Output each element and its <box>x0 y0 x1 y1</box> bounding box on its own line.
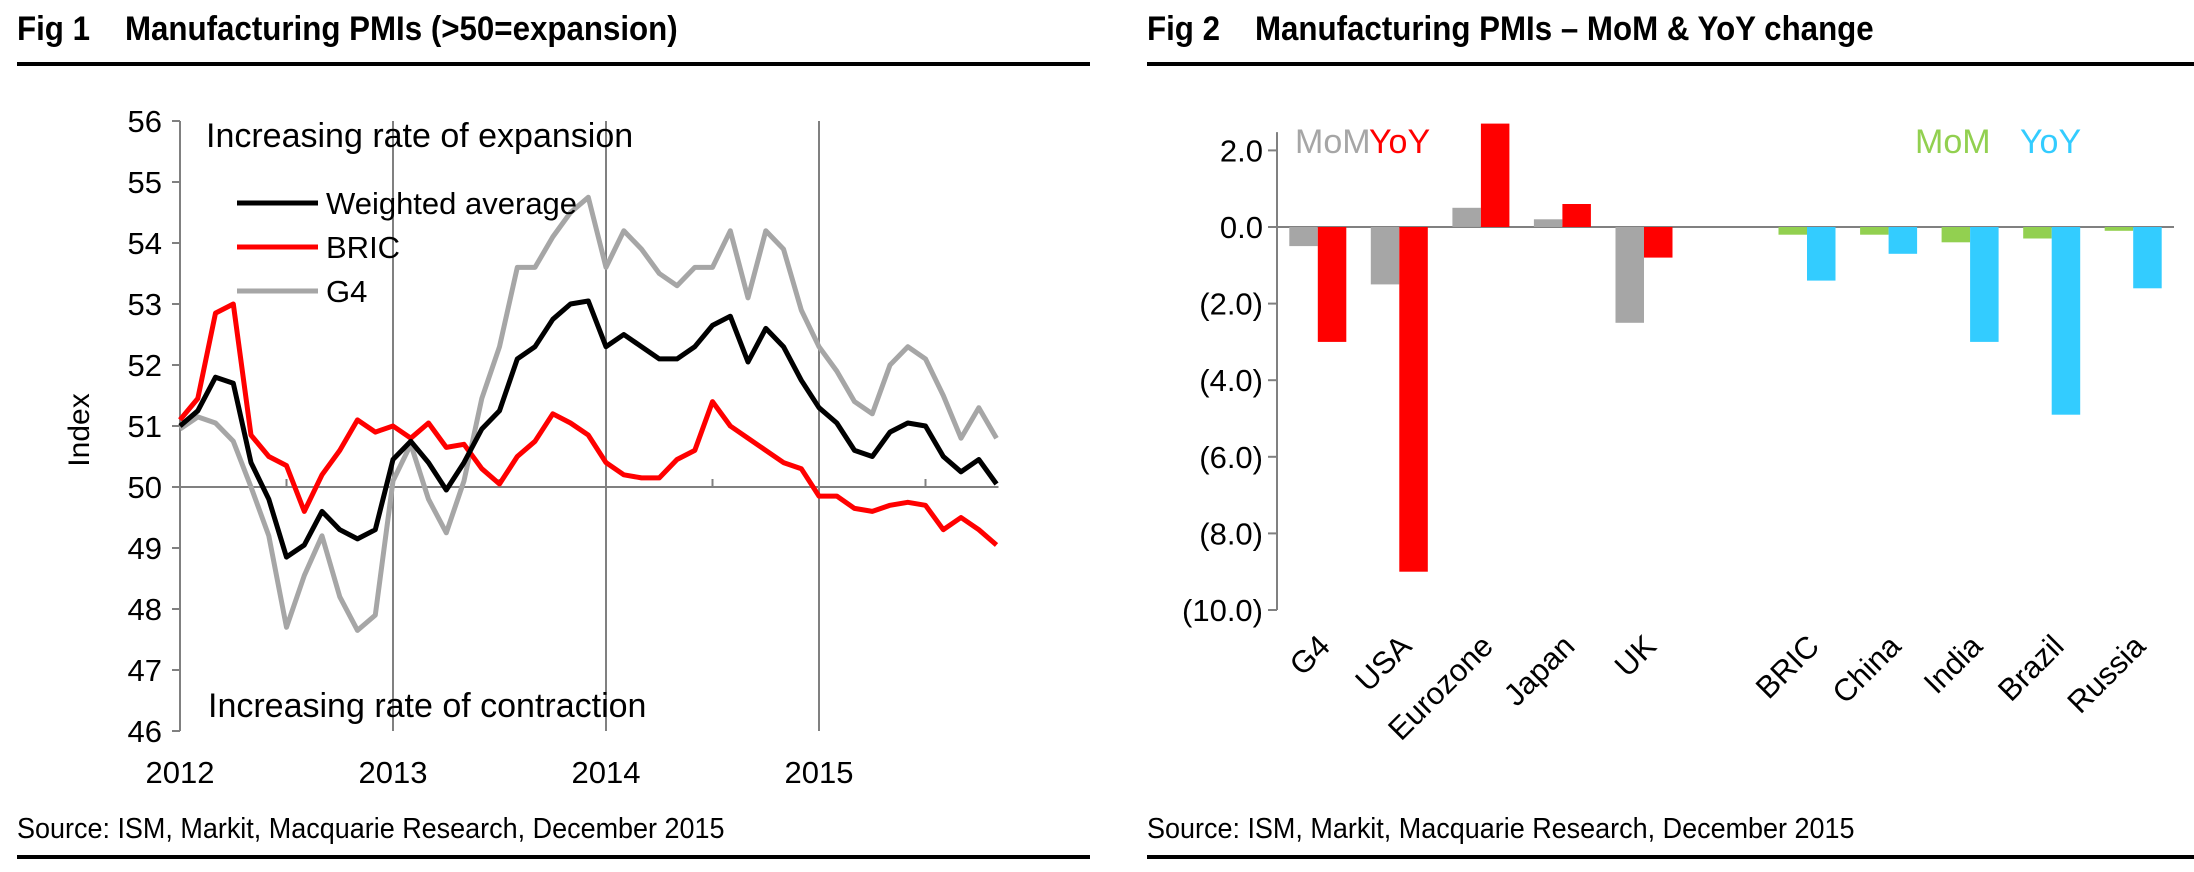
y-tick-label-56: 56 <box>128 104 162 139</box>
bar-india-yoy <box>1970 227 1999 342</box>
legend-label-bric: BRIC <box>326 230 400 265</box>
series-lines <box>178 194 999 633</box>
bar-bric-yoy <box>1807 227 1836 281</box>
bar-russia-yoy <box>2133 227 2162 289</box>
x-tick-label-2012: 2012 <box>146 755 215 790</box>
figure-1-bottom-rule <box>17 855 1090 859</box>
x-tick-label-usa: USA <box>1348 628 1418 698</box>
bar-china-yoy <box>1888 227 1918 254</box>
y-tick-label-49: 49 <box>128 531 162 566</box>
annotation-contraction: Increasing rate of contraction <box>208 687 646 725</box>
bar-g4-yoy <box>1317 227 1347 342</box>
figure-1-panel: Fig 1 Manufacturing PMIs (>50=expansion) … <box>0 0 1090 872</box>
y-axis-label: Index <box>63 393 96 466</box>
annotation-expansion: Increasing rate of expansion <box>206 117 633 155</box>
legend-label-g4: G4 <box>326 274 367 309</box>
figure-1-title: Fig 1 Manufacturing PMIs (>50=expansion) <box>17 10 678 49</box>
bar-japan-yoy <box>1562 204 1591 227</box>
legend-label-weighted-average: Weighted average <box>326 186 577 221</box>
bar-brazil-yoy <box>2051 227 2081 415</box>
series-line-g4 <box>178 194 999 633</box>
figure-2-panel: Fig 2 Manufacturing PMIs – MoM & YoY chan… <box>1130 0 2194 872</box>
figure-2-source: Source: ISM, Markit, Macquarie Research,… <box>1147 813 1855 845</box>
x-tick-label-2015: 2015 <box>785 755 854 790</box>
x-tick-label-japan: Japan <box>1497 628 1581 712</box>
bar-usa-mom <box>1370 227 1400 285</box>
x-tick-label-bric: BRIC <box>1749 628 1826 705</box>
y-tick-label: (2.0) <box>1199 287 1263 322</box>
x-tick-label-china: China <box>1826 628 1909 711</box>
series-line-bric <box>178 301 999 547</box>
legend-developed-mom: MoM <box>1295 123 1371 161</box>
x-tick-label-brazil: Brazil <box>1991 628 2071 708</box>
bar-uk-yoy <box>1644 227 1673 258</box>
bar-eurozone-yoy <box>1480 123 1510 227</box>
y-tick-label-54: 54 <box>128 226 162 261</box>
y-tick-label: (4.0) <box>1199 363 1263 398</box>
bar-china-mom <box>1860 227 1889 235</box>
y-tick-label: (10.0) <box>1182 593 1263 628</box>
legend: Weighted average BRIC G4 <box>237 186 577 309</box>
bar-eurozone-mom <box>1452 207 1481 227</box>
y-tick-label: 2.0 <box>1220 133 1263 168</box>
x-tick-label-2013: 2013 <box>359 755 428 790</box>
bar-japan-mom <box>1533 219 1563 227</box>
bar-bric-mom <box>1778 227 1807 235</box>
figure-2-bar-chart: (10.0)(8.0)(6.0)(4.0)(2.0)0.02.0G4 USAEur… <box>1182 123 2174 747</box>
figure-2-bottom-rule <box>1147 855 2194 859</box>
figure-2-title-text: Manufacturing PMIs – MoM & YoY change <box>1254 10 1874 48</box>
figure-1-number: Fig 1 <box>17 10 90 48</box>
x-tick-label-india: India <box>1917 628 1990 701</box>
bars <box>1289 123 2162 572</box>
series-line-weighted-average <box>178 298 999 560</box>
x-tick-label-russia: Russia <box>2060 628 2152 720</box>
bar-russia-mom <box>2104 227 2134 231</box>
figure-1-source: Source: ISM, Markit, Macquarie Research,… <box>17 813 725 845</box>
y-tick-label: (8.0) <box>1199 516 1263 551</box>
legend-emerging-mom: MoM <box>1915 123 1991 161</box>
figure-2-title: Fig 2 Manufacturing PMIs – MoM & YoY chan… <box>1147 10 1874 49</box>
bar-usa-yoy <box>1399 227 1428 572</box>
y-tick-label-48: 48 <box>128 592 162 627</box>
y-tick-label-50: 50 <box>128 470 162 505</box>
bar-uk-mom <box>1615 227 1644 323</box>
bar-g4-mom <box>1289 227 1318 247</box>
x-tick-label-2014: 2014 <box>572 755 641 790</box>
y-tick-label-51: 51 <box>128 409 162 444</box>
y-tick-label-53: 53 <box>128 287 162 322</box>
bar-india-mom <box>1941 227 1971 243</box>
bar-brazil-mom <box>2023 227 2052 239</box>
figure-1-line-chart: 2012 2013 2014 2015 46 47 48 49 50 51 52 53 54 55 56 I… <box>63 104 999 790</box>
y-tick-label: 0.0 <box>1220 210 1263 245</box>
legend-emerging-yoy: YoY <box>2020 123 2081 161</box>
figure-2-title-rule <box>1147 62 2194 66</box>
figure-2-number: Fig 2 <box>1147 10 1220 48</box>
y-tick-label-46: 46 <box>128 714 162 749</box>
y-tick-label: (6.0) <box>1199 440 1263 475</box>
legend-developed-yoy: YoY <box>1369 123 1430 161</box>
x-tick-label-uk: UK <box>1608 628 1663 683</box>
figure-1-title-rule <box>17 62 1090 66</box>
x-tick-label-g4: G4 <box>1283 628 1337 682</box>
y-tick-label-55: 55 <box>128 165 162 200</box>
y-tick-label-47: 47 <box>128 653 162 688</box>
figure-1-title-text: Manufacturing PMIs (>50=expansion) <box>124 10 678 48</box>
y-tick-label-52: 52 <box>128 348 162 383</box>
axes: (10.0)(8.0)(6.0)(4.0)(2.0)0.02.0G4 USAEur… <box>1182 132 2174 747</box>
